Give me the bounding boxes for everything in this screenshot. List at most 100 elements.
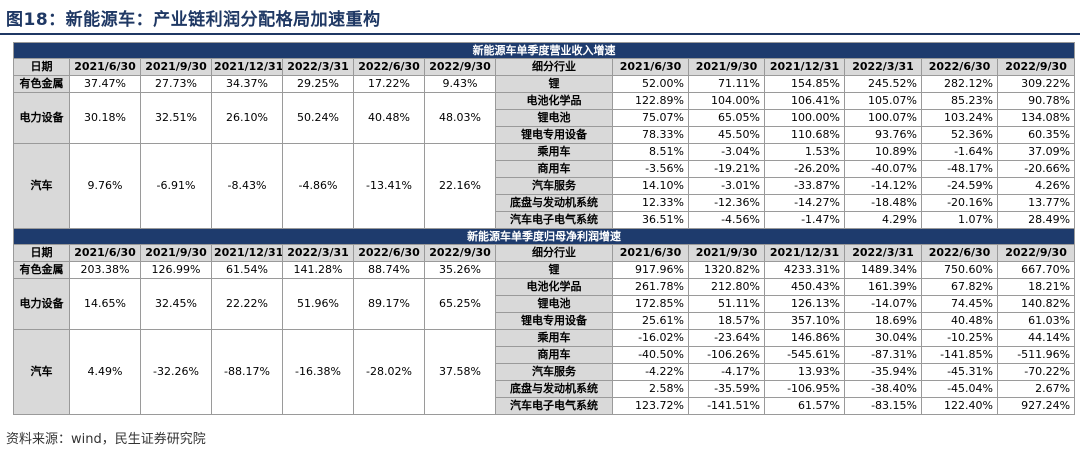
table-row: 商用车 -40.50% -106.26% -545.61% -87.31% -141.85… [14,346,1076,364]
header-period: 2021/6/30 [612,244,689,262]
header-period: 2021/6/30 [612,58,689,76]
subsector-value: 52.00% [612,75,689,93]
table-row: 商用车 -3.56% -19.21% -26.20% -40.07% -48.17% -20… [14,160,1076,178]
table-row: 电力设备 30.18% 32.51% 26.10% 50.24% 40.48% 48.03%… [13,92,1076,144]
header-period: 2022/3/31 [282,58,354,76]
industry-value: 61.54% [211,261,283,279]
header-period: 2021/12/31 [211,244,283,262]
industry-value: 203.38% [69,261,141,279]
subsector-value: -12.36% [688,194,765,212]
table-row: 锂电专用设备 25.61% 18.57% 357.10% 18.69% 40.48% 61.… [14,312,1076,330]
subsector-value: 122.89% [612,92,689,110]
subsector-value: 161.39% [844,278,922,296]
subsector-value: -24.59% [921,177,998,195]
subsector-value: -10.25% [921,329,998,347]
header-period: 2021/9/30 [140,244,212,262]
subsector-value: 71.11% [688,75,765,93]
subsector-value: 67.82% [921,278,998,296]
subsector-value: -23.64% [688,329,765,347]
industry-value: 27.73% [140,75,212,93]
header-period: 2022/9/30 [424,244,496,262]
header-period: 2022/3/31 [282,244,354,262]
subsector-value: 74.45% [921,295,998,313]
subsector-value: 122.40% [921,397,998,415]
subsector-value: 12.33% [612,194,689,212]
subsector-value: 172.85% [612,295,689,313]
subsector-value: -40.07% [844,160,922,178]
subsector-value: 4.26% [996,177,1076,195]
industry-value: -88.17% [211,329,283,415]
subsector-name: 锂 [495,261,613,279]
header-period: 2022/6/30 [921,58,998,76]
industry-name: 电力设备 [13,92,70,144]
subsector-value: -4.56% [688,211,765,229]
subsector-value: 75.07% [612,109,689,127]
subsector-value: -19.21% [688,160,765,178]
industry-value: 34.37% [211,75,283,93]
table-row: 汽车 4.49% -32.26% -88.17% -16.38% -28.02% 37.58… [13,329,1076,415]
industry-value: 14.65% [69,278,141,330]
subsector-value: 123.72% [612,397,689,415]
table-row: 有色金属 37.47% 27.73% 34.37% 29.25% 17.22% 9.43% 锂… [13,75,1076,93]
subsector-value: 52.36% [921,126,998,144]
subsector-value: 245.52% [844,75,922,93]
subsector-value: 13.93% [764,363,845,381]
table-row: 电力设备 14.65% 32.45% 22.22% 51.96% 89.17% 65.25%… [13,278,1076,330]
industry-name: 有色金属 [13,261,70,279]
subsector-value: 78.33% [612,126,689,144]
subsector-value: 106.41% [764,92,845,110]
subsector-name: 乘用车 [495,143,613,161]
industry-value: 51.96% [282,278,354,330]
subsector-name: 底盘与发动机系统 [495,194,613,212]
subsector-value: 100.07% [844,109,922,127]
subsector-value: 261.78% [612,278,689,296]
subsector-value: 13.77% [996,194,1076,212]
subsector-value: 4233.31% [764,261,845,279]
subsector-name: 锂电池 [495,295,613,313]
subsector-value: 105.07% [844,92,922,110]
industry-name: 电力设备 [13,278,70,330]
subsector-value: -106.26% [688,346,765,364]
industry-name: 汽车 [13,329,70,415]
subsector-value: -20.16% [921,194,998,212]
industry-name: 有色金属 [13,75,70,93]
subsector-value: -14.27% [764,194,845,212]
industry-value: -4.86% [282,143,354,229]
subsector-value: -14.07% [844,295,922,313]
header-row: 日期 2021/6/30 2021/9/30 2021/12/31 2022/3/31 2… [13,58,1076,76]
subsector-value: 110.68% [764,126,845,144]
subsector-value: 667.70% [996,261,1076,279]
subsector-value: 40.48% [921,312,998,330]
section-banner-row: 新能源车单季度营业收入增速 [12,42,1076,59]
industry-value: 37.47% [69,75,141,93]
subsector-value: -3.56% [612,160,689,178]
header-period: 2022/9/30 [996,58,1076,76]
header-date-label: 日期 [13,244,70,262]
subsector-value: -83.15% [844,397,922,415]
subsector-value: 4.29% [844,211,922,229]
subsector-value: -87.31% [844,346,922,364]
subsector-name: 乘用车 [495,329,613,347]
subsector-name: 电池化学品 [495,92,613,110]
subsector-value: 37.09% [996,143,1076,161]
industry-value: 88.74% [353,261,425,279]
subsector-value: -1.47% [764,211,845,229]
industry-value: -16.38% [282,329,354,415]
table-row: 汽车 9.76% -6.91% -8.43% -4.86% -13.41% 22.16% 乘用… [13,143,1076,229]
subsector-value: 18.21% [996,278,1076,296]
industry-value: -6.91% [140,143,212,229]
subsector-value: 30.04% [844,329,922,347]
header-period: 2022/9/30 [424,58,496,76]
industry-value: 9.76% [69,143,141,229]
industry-value: 126.99% [140,261,212,279]
subsector-value: -141.85% [921,346,998,364]
industry-value: 141.28% [282,261,354,279]
subsector-value: 10.89% [844,143,922,161]
industry-value: 9.43% [424,75,496,93]
subsector-value: -20.66% [996,160,1076,178]
subsector-value: 126.13% [764,295,845,313]
subsector-value: 1489.34% [844,261,922,279]
header-period: 2022/6/30 [921,244,998,262]
industry-value: 22.16% [424,143,496,229]
header-period: 2021/9/30 [140,58,212,76]
